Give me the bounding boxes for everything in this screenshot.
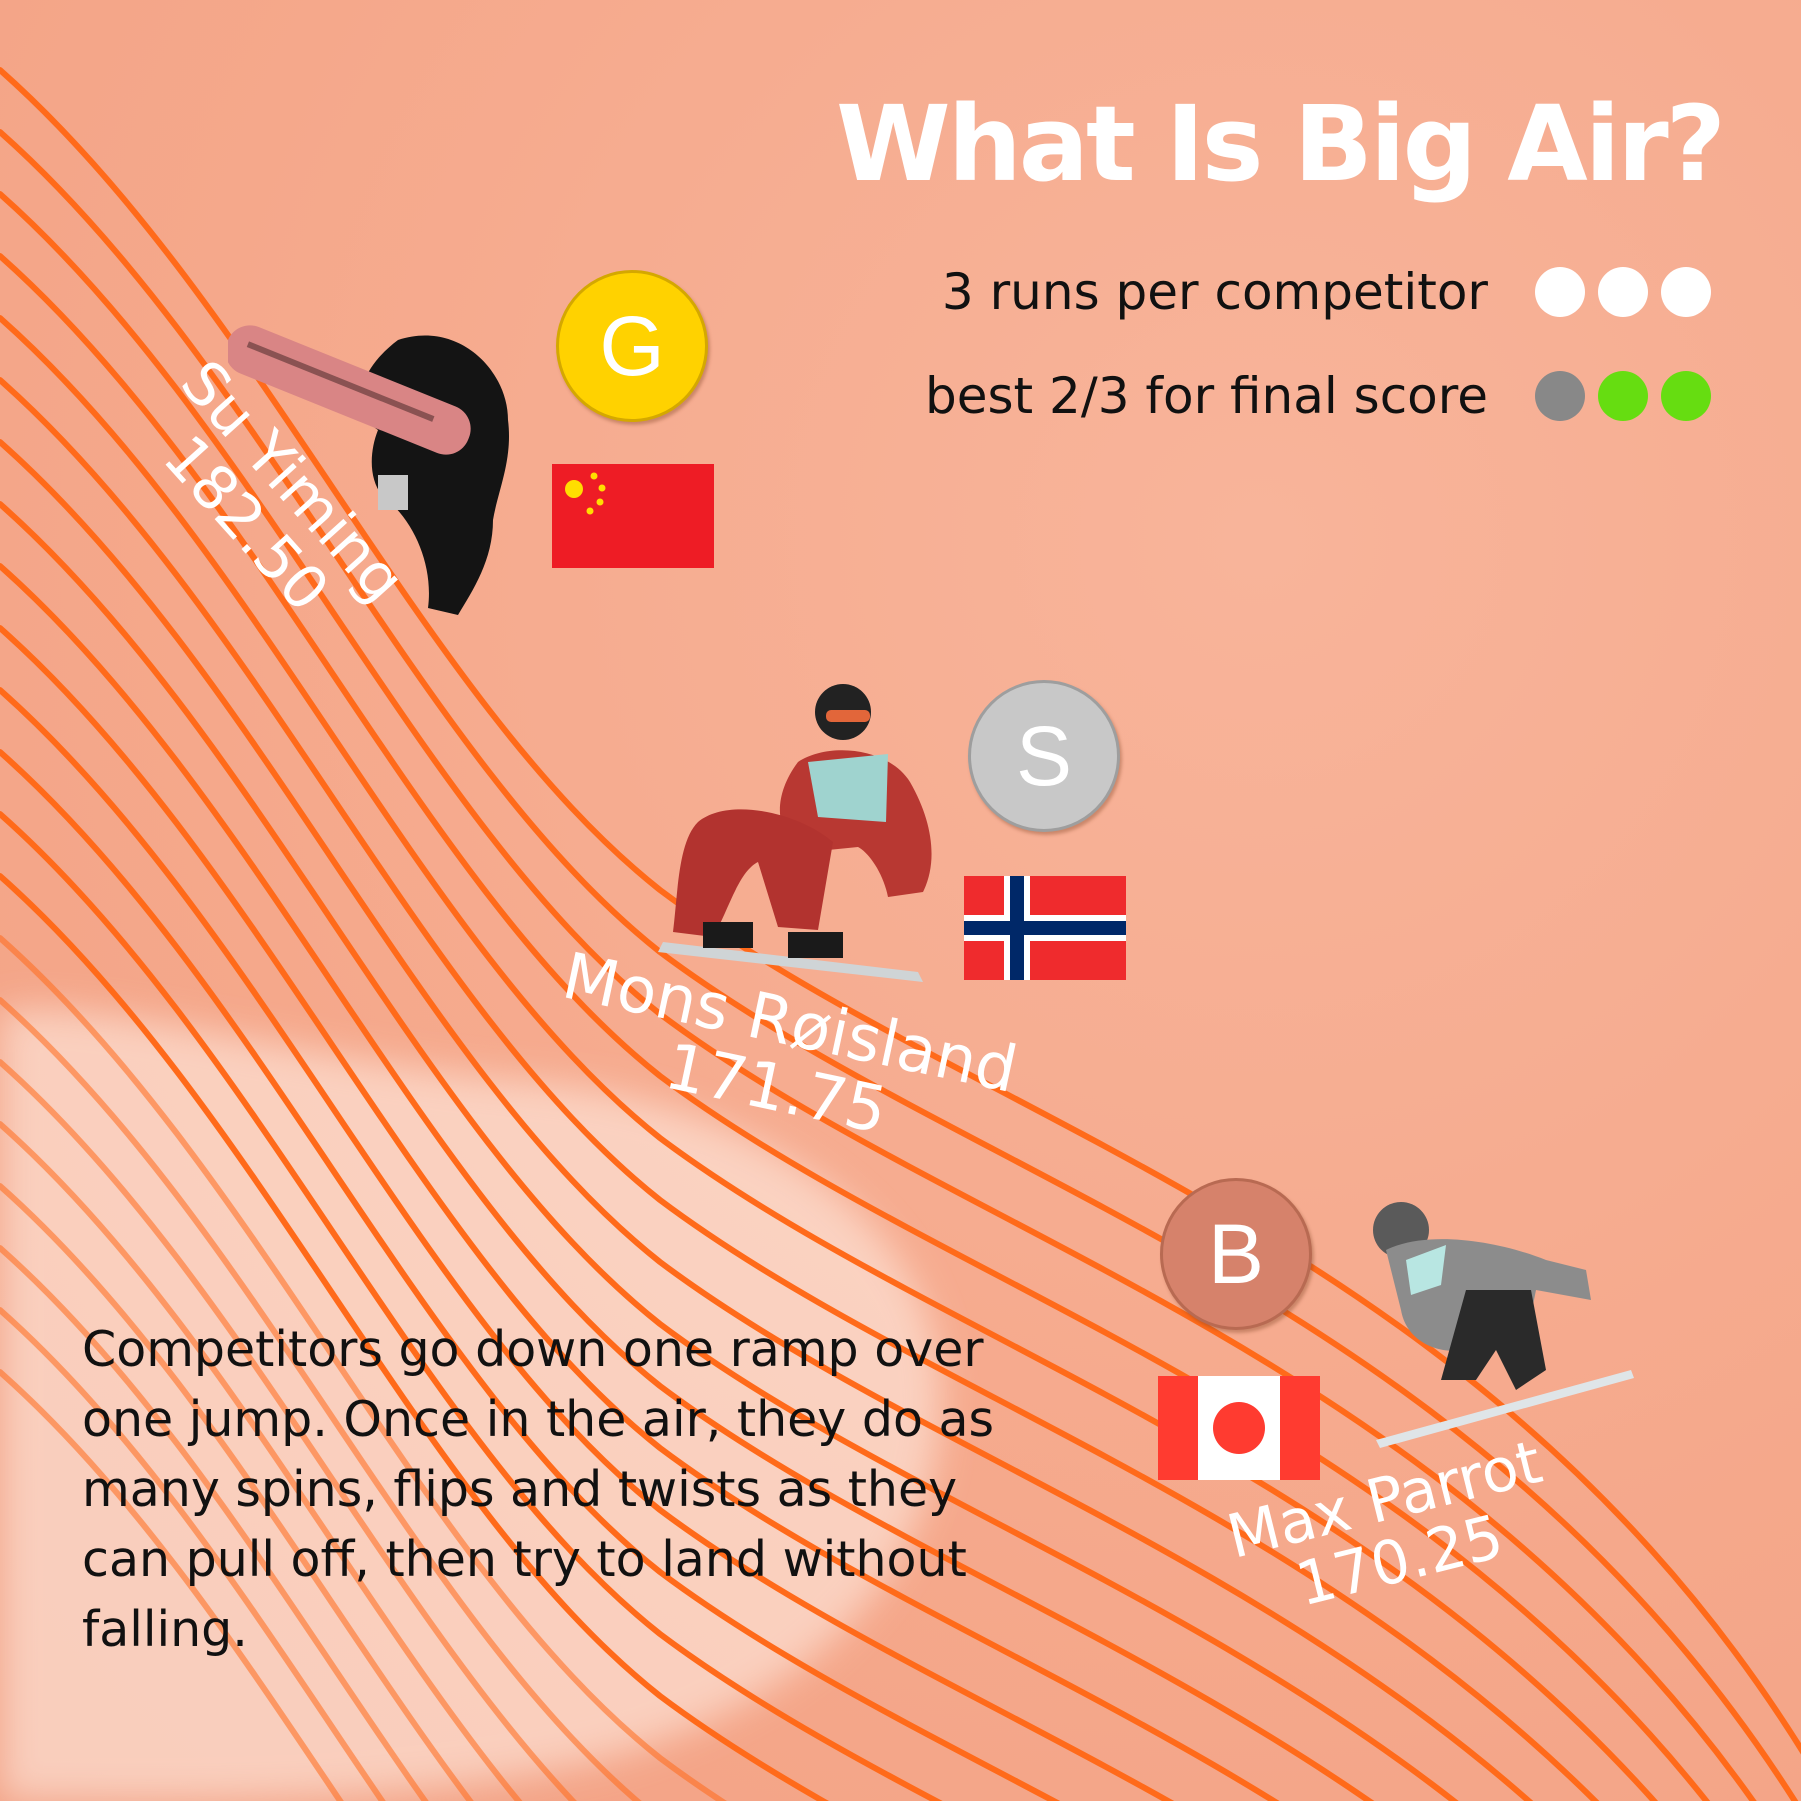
best-dot-2 xyxy=(1598,371,1648,421)
ramp-line xyxy=(0,439,1534,1801)
ramp-lines xyxy=(0,67,1801,1801)
page-title: What Is Big Air? xyxy=(836,83,1726,205)
rule-runs: 3 runs per competitor xyxy=(942,262,1711,322)
bronze-medal-icon: B xyxy=(1160,1178,1312,1330)
norway-flag-icon xyxy=(964,876,1126,980)
run-dot-3 xyxy=(1661,267,1711,317)
ramp-line xyxy=(0,501,1459,1801)
ramp-line xyxy=(0,1307,386,1801)
gold-medal-icon: G xyxy=(556,270,708,422)
ramp-line xyxy=(0,749,1061,1801)
ramp-line xyxy=(0,873,830,1801)
snowboarder-silver-photo xyxy=(658,684,932,982)
run-dot-2 xyxy=(1598,267,1648,317)
ramp-line xyxy=(0,625,1280,1801)
snowboarder-gold-photo xyxy=(228,325,510,615)
event-description: Competitors go down one ramp over one ju… xyxy=(82,1321,995,1658)
ramp-line xyxy=(0,253,1710,1801)
ramp-line xyxy=(0,315,1658,1801)
ramp-line xyxy=(0,997,642,1801)
silver-medal-letter: S xyxy=(1015,708,1073,803)
silver-medal-icon: S xyxy=(968,680,1120,832)
ramp-line xyxy=(0,129,1799,1801)
bronze-medal-letter: B xyxy=(1207,1206,1265,1301)
ramp-line xyxy=(0,1121,523,1801)
canada-flag-icon xyxy=(1158,1376,1320,1480)
ramp-line xyxy=(0,687,1175,1801)
best-dot-3 xyxy=(1661,371,1711,421)
rule-best-text: best 2/3 for final score xyxy=(924,367,1488,425)
ramp-line xyxy=(0,1369,344,1801)
ramp-line xyxy=(0,811,943,1801)
ramp-line xyxy=(0,1245,429,1801)
china-flag-icon xyxy=(552,464,714,568)
gold-medal-letter: G xyxy=(599,298,665,393)
ramp-line xyxy=(0,563,1375,1801)
snowboarder-bronze-photo xyxy=(1373,1202,1634,1448)
ramp-line xyxy=(0,1059,577,1801)
run-dot-1 xyxy=(1535,267,1585,317)
ramp-line xyxy=(0,1183,474,1801)
ramp-line xyxy=(0,191,1757,1801)
rule-runs-text: 3 runs per competitor xyxy=(941,263,1488,321)
best-dot-1 xyxy=(1535,371,1585,421)
rule-best: best 2/3 for final score xyxy=(925,366,1711,426)
ramp-line xyxy=(0,377,1600,1801)
ramp-line xyxy=(0,935,727,1801)
